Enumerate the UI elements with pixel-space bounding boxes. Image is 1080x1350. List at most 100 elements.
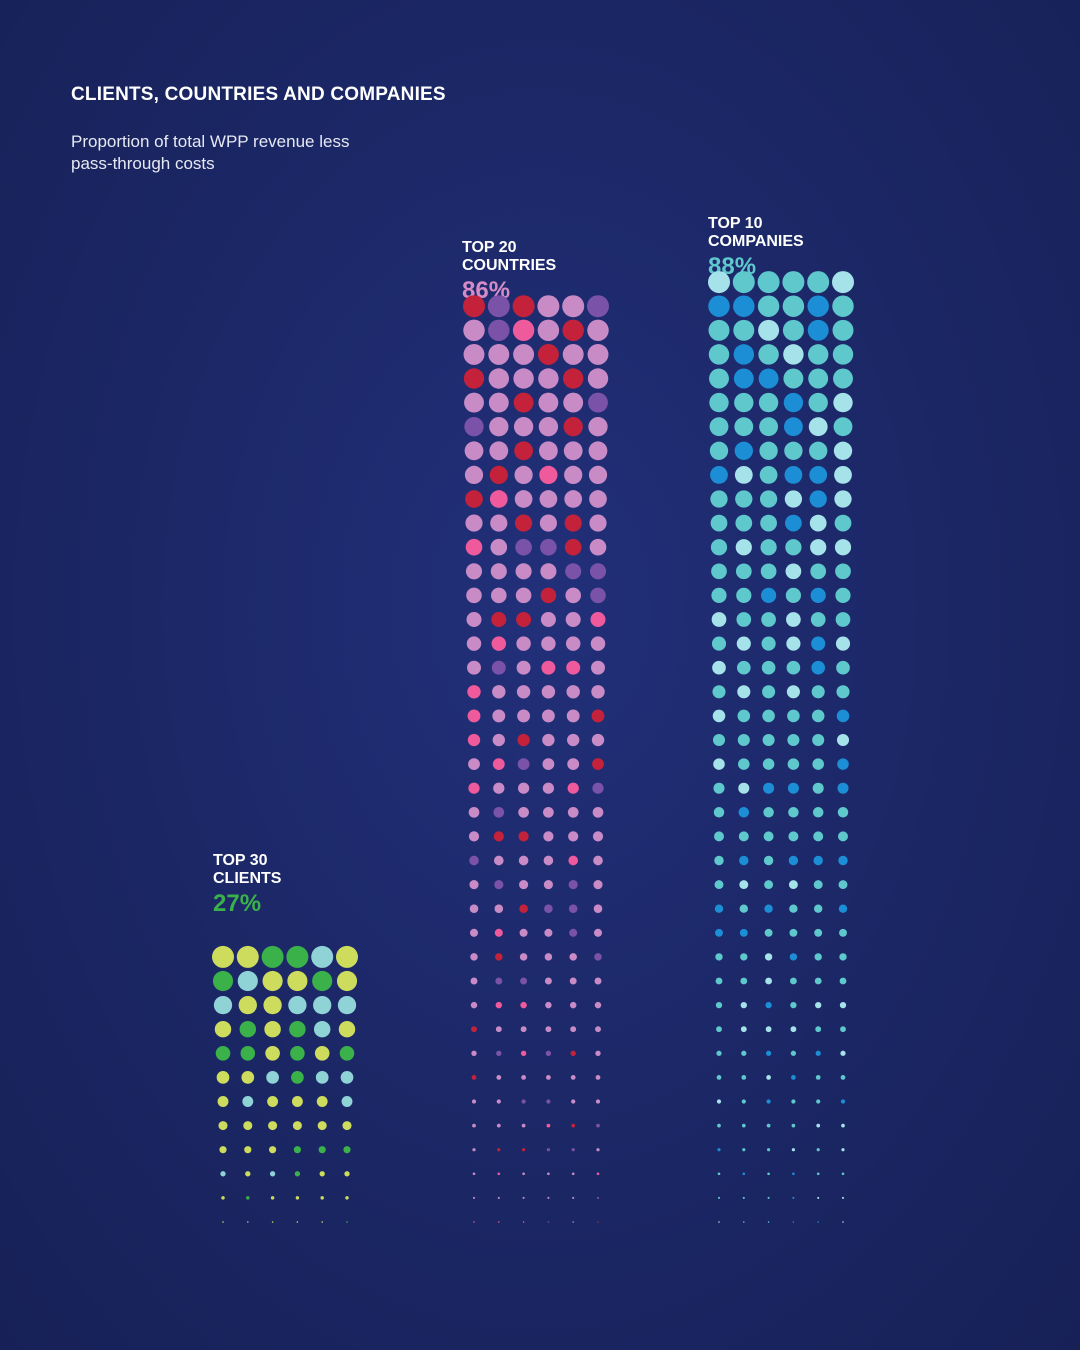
companies-dot: [840, 1075, 846, 1080]
countries-dot: [493, 806, 505, 818]
companies-dot: [814, 928, 823, 937]
companies-dot: [838, 831, 848, 842]
clients-dot: [222, 1221, 224, 1223]
companies-dot: [842, 1221, 844, 1223]
companies-dot: [807, 271, 830, 294]
countries-dot: [547, 1172, 550, 1176]
companies-dot: [787, 782, 799, 794]
countries-dot: [591, 709, 605, 723]
companies-dot: [761, 612, 776, 627]
countries-dot: [464, 465, 484, 485]
countries-dot: [495, 1001, 503, 1009]
countries-dot: [568, 904, 578, 913]
countries-dot: [467, 660, 481, 675]
countries-dot: [488, 368, 509, 389]
clients-dot: [344, 1171, 350, 1177]
countries-dot: [565, 587, 581, 604]
countries-dot: [587, 343, 609, 365]
companies-dot: [791, 1099, 796, 1104]
companies-dot: [713, 807, 725, 818]
companies-dot: [833, 441, 853, 460]
companies-dot: [737, 709, 751, 723]
countries-dot: [567, 806, 579, 818]
clients-dot: [261, 945, 284, 968]
countries-dot: [492, 685, 506, 699]
companies-dot: [834, 539, 852, 556]
companies-dot: [734, 392, 754, 413]
countries-dot: [519, 904, 528, 913]
countries-dot: [571, 1172, 575, 1176]
countries-dot: [495, 953, 503, 961]
countries-dot: [472, 1196, 476, 1199]
companies-dot: [713, 782, 725, 794]
companies-dot: [815, 1075, 821, 1080]
companies-dot: [811, 685, 825, 699]
countries-dot: [594, 1001, 602, 1009]
countries-dot: [545, 1050, 552, 1056]
clients-dot: [271, 1221, 274, 1223]
countries-dot: [515, 587, 532, 604]
companies-dot: [790, 1050, 797, 1056]
companies-dot: [817, 1196, 820, 1199]
countries-dot: [566, 709, 580, 723]
companies-dot: [783, 392, 804, 413]
countries-dot: [596, 1196, 600, 1199]
countries-dot: [517, 782, 530, 794]
clients-dot: [242, 1096, 254, 1107]
countries-dot: [596, 1172, 600, 1176]
companies-dot: [737, 685, 751, 699]
countries-dot: [592, 782, 604, 794]
companies-dot: [742, 1172, 746, 1176]
clients-dot: [338, 1020, 356, 1038]
companies-dot: [839, 1001, 847, 1009]
clients-dot: [336, 945, 358, 968]
countries-dot: [540, 587, 557, 604]
companies-dot: [814, 904, 823, 913]
countries-dot: [568, 880, 578, 890]
companies-dot: [835, 636, 851, 651]
companies-dot: [765, 977, 773, 985]
companies-dot: [782, 295, 805, 317]
clients-label: TOP 30 CLIENTS 27%: [213, 852, 281, 918]
companies-dot: [734, 465, 753, 484]
companies-dot: [739, 855, 749, 866]
companies-dot: [839, 928, 847, 937]
companies-dot: [715, 953, 723, 961]
clients-dot: [269, 1146, 277, 1154]
countries-dot: [537, 343, 559, 365]
countries-dot: [473, 1221, 475, 1223]
companies-dot: [788, 855, 799, 866]
countries-dot: [522, 1221, 525, 1223]
companies-dot: [740, 977, 748, 985]
companies-dot: [758, 392, 779, 413]
companies-dot: [710, 539, 728, 556]
companies-dot: [791, 1123, 796, 1128]
companies-dot: [811, 660, 826, 675]
companies-dot: [839, 953, 847, 961]
countries-dot: [469, 880, 479, 890]
companies-dot: [759, 465, 778, 484]
clients-dot: [313, 995, 332, 1015]
companies-dot: [787, 733, 800, 747]
countries-dot: [588, 392, 608, 413]
countries-dot: [463, 319, 485, 342]
companies-dot: [710, 465, 728, 484]
companies-dot: [815, 1026, 822, 1033]
countries-dot: [547, 1196, 550, 1199]
countries-dot: [494, 880, 504, 890]
countries-dot: [495, 977, 503, 985]
countries-dot: [592, 806, 604, 818]
clients-dot: [265, 1046, 280, 1061]
countries-dot: [470, 953, 478, 961]
countries-dot: [568, 831, 579, 842]
countries-dot: [545, 1074, 551, 1080]
countries-dot: [496, 1074, 502, 1080]
companies-dot: [841, 1123, 845, 1128]
clients-dot: [246, 1196, 250, 1200]
companies-dot: [785, 514, 802, 532]
companies-dot: [735, 563, 752, 580]
countries-dot: [569, 977, 577, 985]
companies-dot: [808, 417, 828, 437]
clients-dot: [267, 1096, 279, 1107]
countries-dot: [570, 1026, 577, 1033]
